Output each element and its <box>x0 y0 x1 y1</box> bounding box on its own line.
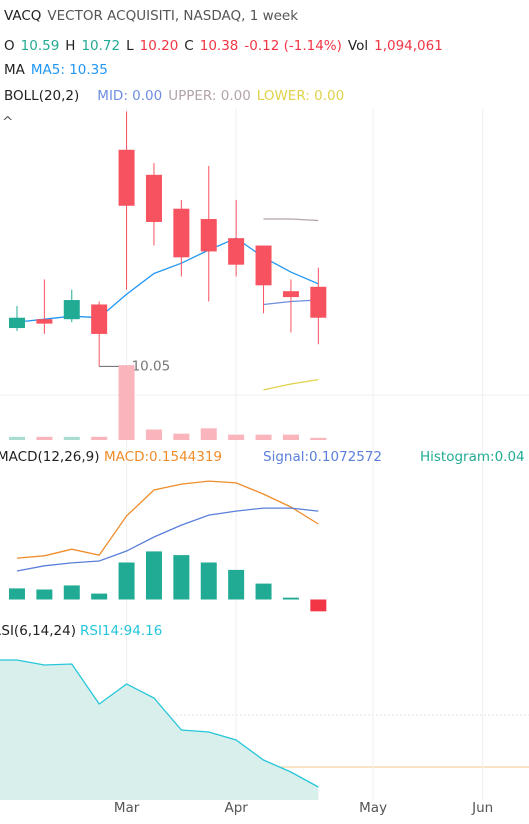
legend-text: H <box>65 38 75 54</box>
histogram-bar <box>255 583 272 600</box>
indicator-legend: MACD:0.1544319 <box>104 449 222 465</box>
candle-body <box>228 238 245 265</box>
candle-body <box>200 219 217 252</box>
volume-bar <box>91 436 108 440</box>
low-label: 10.05 <box>132 358 171 374</box>
candle-body <box>145 174 162 222</box>
x-tick-label: May <box>359 800 387 816</box>
legend-text: 10.72 <box>81 38 120 54</box>
histogram-bar <box>36 589 53 600</box>
volume-bar <box>8 436 25 440</box>
indicator-legend: Histogram:0.04 <box>420 449 525 465</box>
indicator-legend: Signal:0.1072572 <box>263 449 382 465</box>
x-tick-label: Jun <box>471 800 493 816</box>
volume-bar <box>228 434 245 440</box>
legend-text: VACQ <box>4 8 41 24</box>
candle-body <box>282 291 299 298</box>
indicator-legend: RSI14:94.16 <box>80 623 162 639</box>
volume-bar <box>118 365 135 440</box>
volume-bar <box>145 429 162 440</box>
indicator-line <box>263 218 319 222</box>
legend-text: UPPER: 0.00 <box>168 88 251 104</box>
x-tick-label: Apr <box>224 800 248 816</box>
indicator-title: RSI(6,14,24) <box>0 623 76 639</box>
x-tick-label: Mar <box>114 800 140 816</box>
legend-text: LOWER: 0.00 <box>257 88 344 104</box>
volume-bar <box>63 436 80 440</box>
legend-text: 10.59 <box>21 38 60 54</box>
legend-text: 10.20 <box>140 38 179 54</box>
legend-text: MA5: 10.35 <box>31 62 108 78</box>
legend-text: VECTOR ACQUISITI, NASDAQ, 1 week <box>47 8 298 24</box>
indicator-title: MACD(12,26,9) <box>0 449 100 465</box>
indicator-line <box>16 237 319 323</box>
volume-bar <box>173 433 190 440</box>
histogram-bar <box>228 569 245 600</box>
candle-body <box>91 304 108 334</box>
candle-body <box>255 245 272 286</box>
collapse-icon: ^ <box>2 114 13 130</box>
histogram-bar <box>118 562 135 600</box>
histogram-bar <box>282 597 299 600</box>
volume-bar <box>255 434 272 440</box>
candle-body <box>36 319 53 324</box>
histogram-bar <box>173 555 190 600</box>
volume-bar <box>200 428 217 440</box>
legend-text: BOLL(20,2) <box>4 88 79 104</box>
legend-text: 1,094,061 <box>374 38 443 54</box>
indicator-line <box>16 507 319 572</box>
histogram-bar <box>310 599 327 612</box>
legend-text: O <box>4 38 15 54</box>
rsi-line <box>0 659 319 788</box>
legend-text: L <box>126 38 134 54</box>
indicator-line <box>263 378 319 391</box>
candle-body <box>118 149 135 206</box>
legend-text: MA <box>4 62 26 78</box>
histogram-bar <box>200 562 217 600</box>
volume-bar <box>282 434 299 440</box>
histogram-bar <box>91 593 108 600</box>
legend-text: C <box>184 38 193 54</box>
volume-bar <box>36 436 53 440</box>
candle-body <box>63 300 80 320</box>
candle-body <box>310 286 327 318</box>
rsi-area <box>0 660 319 800</box>
indicator-line <box>16 480 319 559</box>
volume-bar <box>310 437 327 440</box>
histogram-bar <box>8 588 25 600</box>
legend-text: MID: 0.00 <box>97 88 162 104</box>
legend-text: -0.12 (-1.14%) <box>244 38 342 54</box>
histogram-bar <box>145 551 162 600</box>
candle-body <box>8 317 25 329</box>
candle-body <box>173 208 190 258</box>
histogram-bar <box>63 585 80 600</box>
legend-text: Vol <box>348 38 368 54</box>
legend-text: 10.38 <box>200 38 239 54</box>
